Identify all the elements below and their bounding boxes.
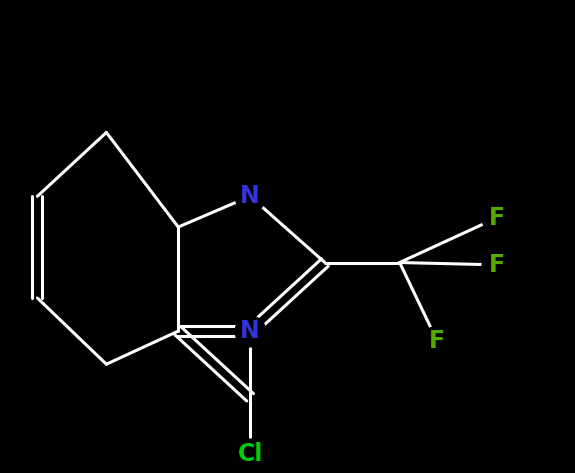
Text: F: F <box>489 206 505 229</box>
Text: F: F <box>429 329 445 352</box>
Text: N: N <box>240 319 260 343</box>
Text: F: F <box>489 253 505 277</box>
Text: N: N <box>240 184 260 208</box>
Text: Cl: Cl <box>237 442 263 466</box>
